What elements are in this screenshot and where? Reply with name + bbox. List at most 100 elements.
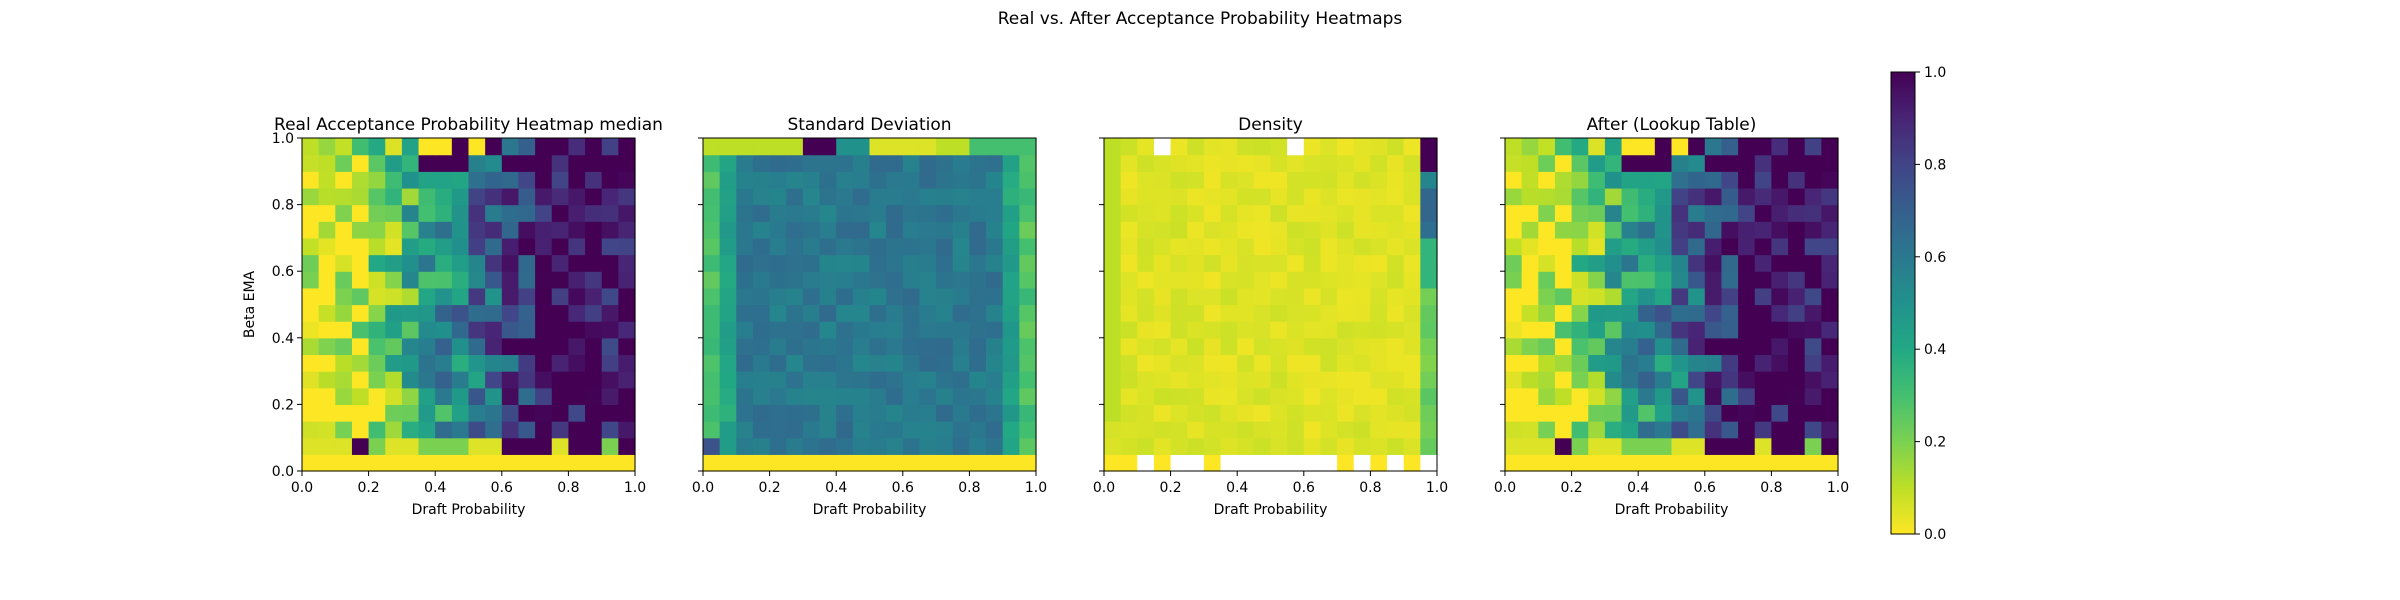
- heatmap-cell: [952, 221, 970, 239]
- heatmap-cell: [1019, 337, 1037, 356]
- heatmap-cell: [1571, 254, 1589, 272]
- heatmap-cell: [518, 371, 536, 389]
- heatmap-cell: [385, 387, 403, 405]
- heatmap-cell: [919, 237, 937, 256]
- heatmap-cell: [318, 138, 336, 156]
- heatmap-cell: [1721, 154, 1739, 172]
- heatmap-cell: [886, 321, 904, 339]
- heatmap-cell: [1137, 437, 1155, 455]
- heatmap-cell: [1002, 271, 1020, 289]
- heatmap-cell: [736, 454, 754, 472]
- heatmap-cell: [1721, 354, 1739, 372]
- heatmap-cell: [451, 138, 470, 156]
- heatmap-cell: [601, 154, 619, 172]
- heatmap-cell: [335, 371, 353, 389]
- heatmap-cell: [1604, 271, 1623, 289]
- heatmap-cell: [1337, 287, 1355, 306]
- x-axis-label: Draft Probability: [813, 502, 927, 518]
- heatmap-cell: [1253, 404, 1272, 422]
- heatmap-cell: [1754, 254, 1772, 272]
- heatmap-cell: [1804, 437, 1822, 455]
- heatmap-cell: [719, 437, 737, 455]
- heatmap-cell: [1571, 271, 1589, 289]
- heatmap-cell: [551, 271, 569, 289]
- heatmap-cell: [518, 171, 536, 189]
- heatmap-cell: [1771, 421, 1789, 439]
- heatmap-cell: [1571, 404, 1589, 422]
- heatmap-cell: [1638, 171, 1656, 189]
- heatmap-cell: [1220, 337, 1238, 356]
- heatmap-cell: [468, 321, 486, 339]
- heatmap-cell: [1387, 287, 1405, 306]
- heatmap-cell: [1771, 138, 1789, 156]
- heatmap-cell: [351, 454, 370, 472]
- heatmap-cell: [601, 254, 619, 272]
- heatmap-cell: [302, 404, 320, 422]
- heatmap-cell: [401, 138, 420, 156]
- heatmap-cell: [1002, 154, 1020, 172]
- heatmap-cell: [1137, 304, 1155, 322]
- heatmap-cell: [736, 271, 754, 289]
- heatmap-cell: [1403, 204, 1421, 222]
- heatmap-cell: [1588, 354, 1606, 372]
- heatmap-cell: [1170, 287, 1188, 306]
- heatmap-cell: [1187, 254, 1205, 272]
- heatmap-cell: [1019, 204, 1037, 222]
- heatmap-cell: [1420, 421, 1438, 439]
- heatmap-cell: [1019, 354, 1037, 372]
- heatmap-cell: [886, 204, 904, 222]
- heatmap-cell: [1019, 138, 1037, 156]
- heatmap-cell: [351, 271, 370, 289]
- heatmap-cell: [969, 154, 987, 172]
- heatmap-cell: [886, 271, 904, 289]
- heatmap-cell: [601, 387, 619, 405]
- heatmap-cell: [1270, 454, 1288, 472]
- heatmap-cell: [1002, 187, 1020, 206]
- heatmap-cell: [1153, 371, 1172, 389]
- heatmap-cell: [769, 187, 787, 206]
- colorbar-tick-label: 0.0: [1924, 527, 1946, 543]
- heatmap-cell: [451, 154, 470, 172]
- heatmap-cell: [1104, 421, 1122, 439]
- heatmap-cell: [1771, 354, 1789, 372]
- heatmap-cell: [969, 421, 987, 439]
- x-tick-label: 0.4: [1627, 480, 1649, 496]
- heatmap-cell: [501, 237, 520, 256]
- heatmap-cell: [551, 138, 569, 156]
- heatmap-cell: [1403, 271, 1421, 289]
- heatmap-cell: [1187, 321, 1205, 339]
- heatmap-cell: [1320, 221, 1338, 239]
- heatmap-cell: [351, 321, 370, 339]
- heatmap-cell: [1704, 254, 1723, 272]
- heatmap-cell: [902, 221, 921, 239]
- heatmap-cell: [418, 287, 436, 306]
- heatmap-cell: [1505, 354, 1523, 372]
- heatmap-cell: [1638, 138, 1656, 156]
- heatmap-cell: [869, 287, 887, 306]
- heatmap-cell: [1019, 387, 1037, 405]
- heatmap-cell: [501, 354, 520, 372]
- heatmap-cell: [302, 421, 320, 439]
- heatmap-cell: [1120, 321, 1138, 339]
- heatmap-cell: [1704, 154, 1723, 172]
- heatmap-cell: [1505, 221, 1523, 239]
- heatmap-cell: [1738, 204, 1756, 222]
- heatmap-cell: [1320, 154, 1338, 172]
- heatmap-cell: [1804, 387, 1822, 405]
- heatmap-cell: [1588, 154, 1606, 172]
- heatmap-cell: [1554, 354, 1573, 372]
- heatmap-cell: [952, 271, 970, 289]
- heatmap-cell: [1754, 287, 1772, 306]
- heatmap-cell: [335, 421, 353, 439]
- heatmap-cell: [1638, 421, 1656, 439]
- heatmap-cell: [952, 187, 970, 206]
- heatmap-cell: [535, 421, 553, 439]
- heatmap-cell: [1771, 304, 1789, 322]
- heatmap-cell: [385, 204, 403, 222]
- heatmap-cell: [1788, 421, 1806, 439]
- heatmap-cell: [752, 254, 771, 272]
- heatmap-cell: [568, 271, 586, 289]
- heatmap-cell: [1671, 321, 1689, 339]
- heatmap-cell: [1303, 187, 1322, 206]
- heatmap-cell: [1320, 371, 1338, 389]
